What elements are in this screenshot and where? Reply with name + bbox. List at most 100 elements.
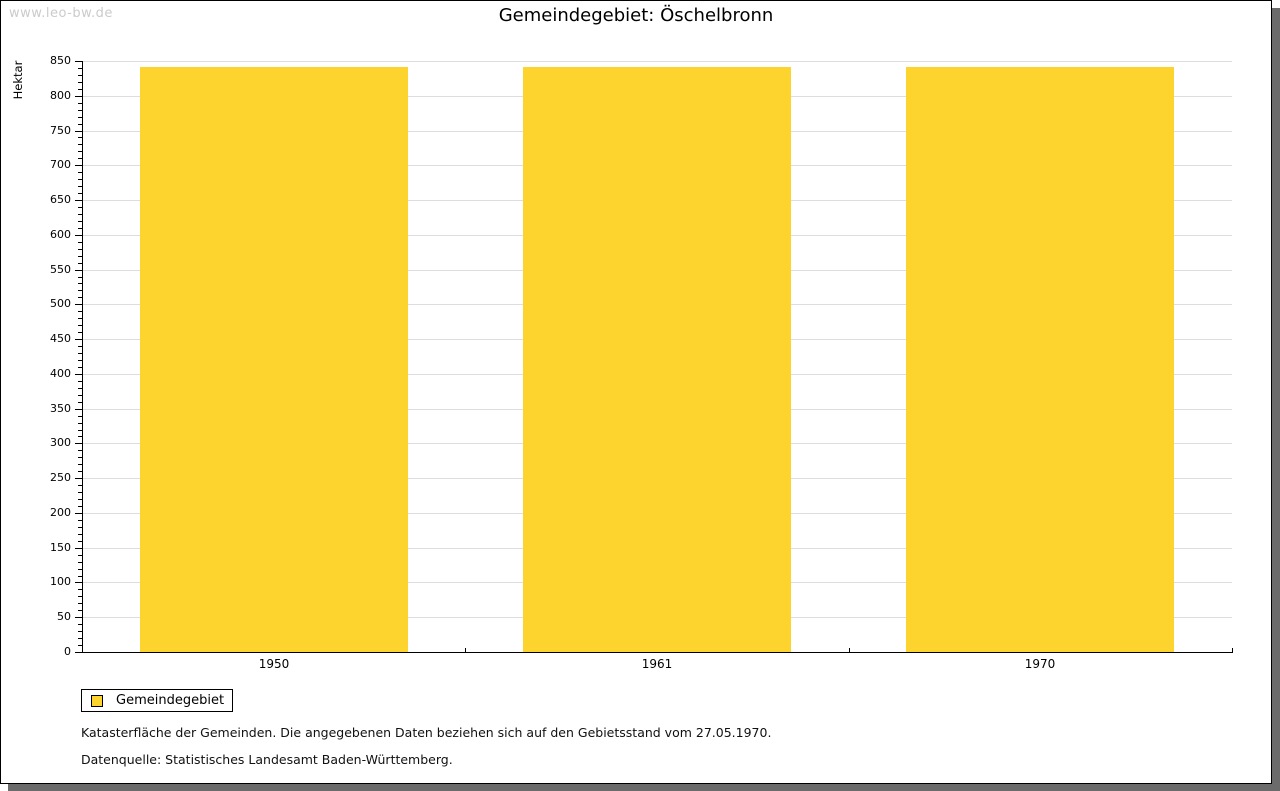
y-tick-label: 50 <box>57 610 71 623</box>
y-minor-tick <box>78 68 82 69</box>
y-minor-tick <box>78 555 82 556</box>
y-minor-tick <box>78 228 82 229</box>
y-minor-tick <box>78 436 82 437</box>
y-minor-tick <box>78 277 82 278</box>
y-minor-tick <box>78 450 82 451</box>
y-minor-tick <box>78 207 82 208</box>
y-tick-label: 500 <box>50 297 71 310</box>
y-minor-tick <box>78 645 82 646</box>
x-axis <box>82 652 1233 653</box>
y-minor-tick <box>78 527 82 528</box>
gridline <box>82 61 1232 62</box>
y-minor-tick <box>78 117 82 118</box>
y-minor-tick <box>78 624 82 625</box>
y-minor-tick <box>78 367 82 368</box>
x-tick-label: 1961 <box>641 657 673 671</box>
y-tick-label: 150 <box>50 541 71 554</box>
y-minor-tick <box>78 353 82 354</box>
y-minor-tick <box>78 381 82 382</box>
y-minor-tick <box>78 506 82 507</box>
y-tick-label: 0 <box>64 645 71 658</box>
x-tick <box>465 648 466 652</box>
y-minor-tick <box>78 297 82 298</box>
y-minor-tick <box>78 562 82 563</box>
y-minor-tick <box>78 263 82 264</box>
y-major-tick <box>75 409 82 410</box>
y-tick-label: 750 <box>50 124 71 137</box>
y-minor-tick <box>78 416 82 417</box>
y-minor-tick <box>78 144 82 145</box>
y-tick-label: 350 <box>50 402 71 415</box>
y-minor-tick <box>78 520 82 521</box>
y-major-tick <box>75 617 82 618</box>
y-minor-tick <box>78 75 82 76</box>
y-major-tick <box>75 443 82 444</box>
y-minor-tick <box>78 193 82 194</box>
y-minor-tick <box>78 151 82 152</box>
watermark: www.leo-bw.de <box>9 6 113 21</box>
y-major-tick <box>75 582 82 583</box>
y-major-tick <box>75 652 82 653</box>
y-minor-tick <box>78 179 82 180</box>
x-tick <box>849 648 850 652</box>
y-minor-tick <box>78 186 82 187</box>
bar <box>140 67 408 652</box>
y-tick-label: 700 <box>50 158 71 171</box>
y-minor-tick <box>78 603 82 604</box>
y-minor-tick <box>78 492 82 493</box>
y-minor-tick <box>78 346 82 347</box>
y-major-tick <box>75 61 82 62</box>
y-tick-label: 650 <box>50 193 71 206</box>
y-minor-tick <box>78 499 82 500</box>
y-minor-tick <box>78 82 82 83</box>
y-major-tick <box>75 96 82 97</box>
y-major-tick <box>75 235 82 236</box>
y-minor-tick <box>78 610 82 611</box>
y-major-tick <box>75 131 82 132</box>
y-major-tick <box>75 374 82 375</box>
chart-title: Gemeindegebiet: Öschelbronn <box>498 5 774 26</box>
y-minor-tick <box>78 360 82 361</box>
y-minor-tick <box>78 596 82 597</box>
y-major-tick <box>75 200 82 201</box>
y-tick-label: 100 <box>50 575 71 588</box>
y-minor-tick <box>78 110 82 111</box>
y-minor-tick <box>78 423 82 424</box>
footnote: Katasterfläche der Gemeinden. Die angege… <box>81 725 772 740</box>
y-major-tick <box>75 339 82 340</box>
y-tick-label: 300 <box>50 436 71 449</box>
x-tick-label: 1950 <box>258 657 290 671</box>
y-minor-tick <box>78 256 82 257</box>
y-tick-label: 250 <box>50 471 71 484</box>
y-major-tick <box>75 513 82 514</box>
legend-swatch <box>91 694 103 707</box>
y-minor-tick <box>78 457 82 458</box>
y-minor-tick <box>78 214 82 215</box>
y-minor-tick <box>78 388 82 389</box>
y-minor-tick <box>78 471 82 472</box>
y-minor-tick <box>78 242 82 243</box>
y-minor-tick <box>78 589 82 590</box>
y-minor-tick <box>78 172 82 173</box>
y-minor-tick <box>78 534 82 535</box>
x-tick-label: 1970 <box>1024 657 1056 671</box>
y-minor-tick <box>78 103 82 104</box>
y-minor-tick <box>78 290 82 291</box>
y-minor-tick <box>78 485 82 486</box>
y-tick-label: 450 <box>50 332 71 345</box>
y-minor-tick <box>78 541 82 542</box>
y-minor-tick <box>78 395 82 396</box>
y-major-tick <box>75 165 82 166</box>
y-minor-tick <box>78 464 82 465</box>
y-major-tick <box>75 304 82 305</box>
legend: Gemeindegebiet <box>81 689 233 712</box>
legend-label: Gemeindegebiet <box>116 693 225 708</box>
y-minor-tick <box>78 124 82 125</box>
y-major-tick <box>75 478 82 479</box>
y-minor-tick <box>78 325 82 326</box>
y-minor-tick <box>78 402 82 403</box>
y-minor-tick <box>78 318 82 319</box>
